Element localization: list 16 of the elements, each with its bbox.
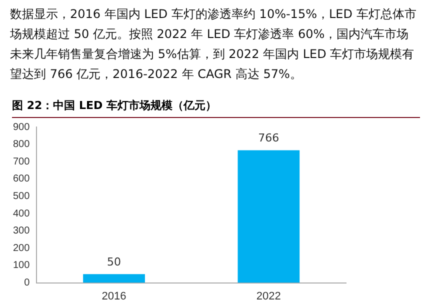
y-tick-label: 100	[12, 260, 30, 272]
y-tick-label: 0	[24, 278, 30, 289]
x-tick-label: 2016	[102, 290, 126, 302]
data-label: 766	[258, 132, 280, 145]
y-tick-label: 900	[12, 122, 30, 133]
x-tick-label: 2022	[256, 290, 281, 302]
text: 数据显示，2016 年国内 LED 车灯的渗透率约 10%-15%，LED 车灯总体市场规模超过 50 亿元。按照 2022 年 LED 车灯渗透率 60%，国内汽车市场未来几年销售量复合增速为 5%估算，到 2022 年国内 LED 车灯市场规模有望达到 766 亿元，2016-2022 年 CAGR 高达 57%。	[10, 6, 418, 83]
y-tick-label: 600	[12, 174, 30, 185]
data-label: 50	[107, 256, 122, 269]
chart-title: 图 22：中国 LED 车灯市场规模（亿元）	[12, 98, 420, 118]
y-tick-label: 200	[12, 242, 30, 254]
y-tick-label: 500	[12, 190, 30, 202]
y-tick-label: 800	[12, 139, 30, 150]
y-tick-label: 700	[12, 156, 30, 168]
y-tick-label: 300	[12, 226, 30, 237]
y-tick-label: 400	[12, 208, 30, 220]
